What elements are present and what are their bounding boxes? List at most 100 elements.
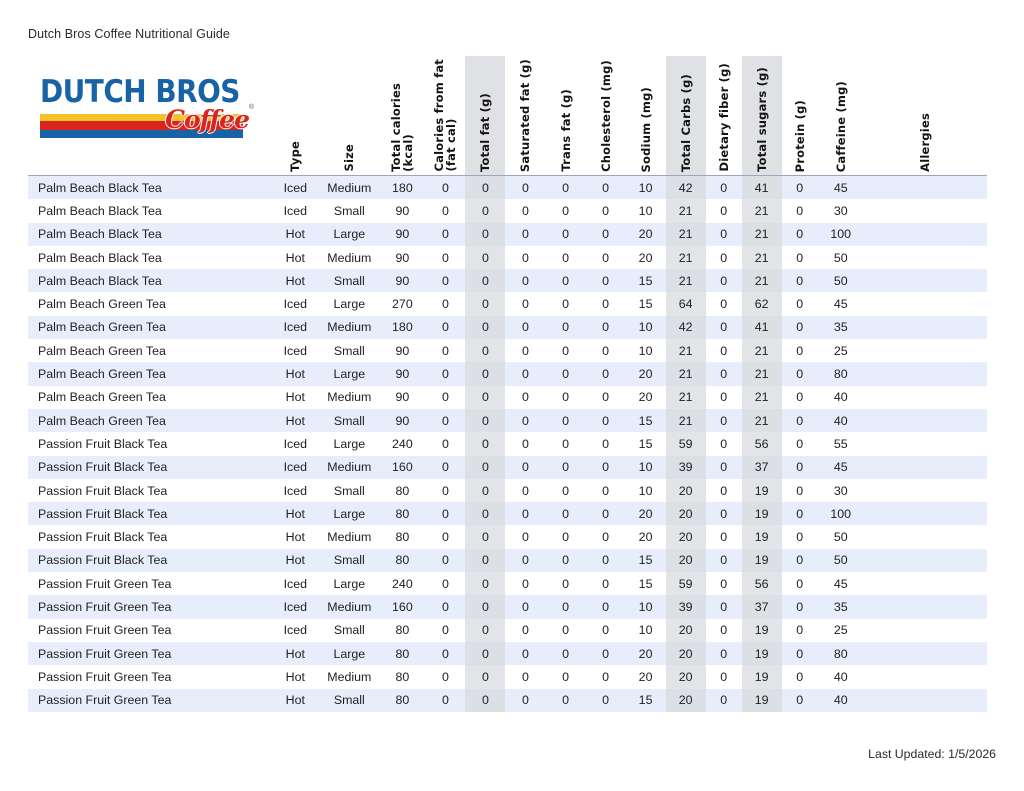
column-header-calories[interactable]: Total calories (kcal)	[379, 56, 426, 176]
cell-calories: 80	[379, 478, 426, 503]
column-header-total_fat[interactable]: Total fat (g)	[465, 56, 506, 176]
column-header-label: Type	[288, 141, 303, 172]
cell-total_sugars: 56	[741, 572, 782, 596]
cell-type: Iced	[271, 175, 320, 200]
last-updated-label: Last Updated: 1/5/2026	[868, 747, 996, 761]
cell-sat_fat: 0	[505, 502, 546, 526]
table-row[interactable]: Palm Beach Green Tea Iced Medium 180 0 0 0 0 0 10…	[28, 315, 987, 340]
cell-protein: 0	[781, 292, 818, 316]
cell-trans_fat: 0	[545, 455, 586, 479]
cell-type: Iced	[271, 595, 320, 619]
cell-total_carbs: 20	[665, 688, 706, 712]
cell-item: Palm Beach Green Tea	[28, 315, 272, 340]
column-header-type[interactable]: Type	[271, 56, 320, 176]
cell-total_sugars: 19	[741, 548, 782, 573]
cell-total_sugars: 21	[741, 222, 782, 246]
table-row[interactable]: Passion Fruit Black Tea Hot Small 80 0 0 0 0 0 15…	[28, 548, 987, 573]
table-row[interactable]: Passion Fruit Black Tea Hot Medium 80 0 0 0 0 0 2…	[28, 525, 987, 549]
column-header-fiber[interactable]: Dietary fiber (g)	[705, 56, 742, 176]
cell-total_fat: 0	[465, 339, 506, 363]
cell-cholesterol: 0	[585, 432, 626, 456]
cell-item: Passion Fruit Green Tea	[28, 688, 272, 712]
cell-total_sugars: 21	[741, 362, 782, 386]
cell-trans_fat: 0	[545, 548, 586, 573]
column-header-total_carbs[interactable]: Total Carbs (g)	[665, 56, 706, 176]
cell-fiber: 0	[705, 432, 742, 456]
column-header-cholesterol[interactable]: Cholesterol (mg)	[585, 56, 626, 176]
cell-caffeine: 100	[817, 502, 864, 526]
cell-cal_from_fat: 0	[425, 222, 466, 246]
cell-cholesterol: 0	[585, 339, 626, 363]
cell-protein: 0	[781, 385, 818, 409]
column-header-allergies[interactable]: Allergies	[863, 56, 987, 176]
column-header-size[interactable]: Size	[319, 56, 380, 176]
table-row[interactable]: Passion Fruit Green Tea Iced Medium 160 0 0 0 0…	[28, 595, 987, 619]
cell-cholesterol: 0	[585, 385, 626, 409]
table-row[interactable]: Passion Fruit Green Tea Hot Medium 80 0 0 0 0 0 2…	[28, 665, 987, 689]
table-row[interactable]: Passion Fruit Green Tea Iced Large 240 0 0 0 0 0…	[28, 572, 987, 596]
column-header-cal_from_fat[interactable]: Calories from fat (fat cal)	[425, 56, 466, 176]
cell-item: Palm Beach Black Tea	[28, 269, 272, 293]
cell-size: Medium	[319, 245, 380, 270]
cell-sodium: 10	[625, 199, 666, 223]
column-header-item[interactable]	[28, 56, 272, 176]
cell-total_sugars: 19	[741, 618, 782, 642]
cell-allergies	[863, 269, 987, 293]
table-row[interactable]: Passion Fruit Green Tea Hot Large 80 0 0 0 0 0 20…	[28, 641, 987, 666]
cell-cal_from_fat: 0	[425, 572, 466, 596]
cell-item: Palm Beach Black Tea	[28, 175, 272, 200]
cell-protein: 0	[781, 548, 818, 573]
page-title: Dutch Bros Coffee Nutritional Guide	[28, 27, 230, 41]
cell-item: Passion Fruit Green Tea	[28, 665, 272, 689]
table-row[interactable]: Passion Fruit Black Tea Iced Medium 160 0 0 0 0…	[28, 455, 987, 479]
table-row[interactable]: Palm Beach Green Tea Iced Large 270 0 0 0 0 0 15 6…	[28, 292, 987, 316]
cell-sodium: 20	[625, 245, 666, 270]
cell-calories: 80	[379, 688, 426, 712]
table-row[interactable]: Palm Beach Green Tea Hot Medium 90 0 0 0 0 0 20 21…	[28, 385, 987, 409]
cell-total_fat: 0	[465, 455, 506, 479]
column-header-sodium[interactable]: Sodium (mg)	[625, 56, 666, 176]
cell-sodium: 10	[625, 175, 666, 200]
cell-fiber: 0	[705, 618, 742, 642]
cell-calories: 180	[379, 175, 426, 200]
cell-total_carbs: 59	[665, 432, 706, 456]
cell-type: Hot	[271, 525, 320, 549]
table-row[interactable]: Palm Beach Green Tea Hot Large 90 0 0 0 0 0 20 21 0…	[28, 362, 987, 386]
cell-sodium: 10	[625, 455, 666, 479]
cell-sat_fat: 0	[505, 478, 546, 503]
cell-allergies	[863, 292, 987, 316]
cell-trans_fat: 0	[545, 222, 586, 246]
cell-type: Iced	[271, 432, 320, 456]
cell-protein: 0	[781, 175, 818, 200]
table-row[interactable]: Palm Beach Green Tea Hot Small 90 0 0 0 0 0 15 21 0…	[28, 408, 987, 433]
column-header-trans_fat[interactable]: Trans fat (g)	[545, 56, 586, 176]
column-header-sat_fat[interactable]: Saturated fat (g)	[505, 56, 546, 176]
cell-total_sugars: 62	[741, 292, 782, 316]
table-row[interactable]: Passion Fruit Black Tea Iced Large 240 0 0 0 0 0…	[28, 432, 987, 456]
table-row[interactable]: Passion Fruit Green Tea Iced Small 80 0 0 0 0 0 1…	[28, 618, 987, 642]
cell-total_carbs: 20	[665, 525, 706, 549]
cell-item: Palm Beach Green Tea	[28, 339, 272, 363]
table-row[interactable]: Palm Beach Green Tea Iced Small 90 0 0 0 0 0 10 21…	[28, 339, 987, 363]
cell-total_carbs: 21	[665, 269, 706, 293]
table-row[interactable]: Passion Fruit Black Tea Iced Small 80 0 0 0 0 0 1…	[28, 478, 987, 503]
cell-sodium: 20	[625, 362, 666, 386]
table-row[interactable]: Palm Beach Black Tea Iced Small 90 0 0 0 0 0 10 21…	[28, 199, 987, 223]
cell-size: Large	[319, 432, 380, 456]
table-row[interactable]: Passion Fruit Green Tea Hot Small 80 0 0 0 0 0 15…	[28, 688, 987, 712]
cell-size: Small	[319, 478, 380, 503]
column-header-label: Caffeine (mg)	[833, 80, 848, 172]
column-header-caffeine[interactable]: Caffeine (mg)	[817, 56, 864, 176]
cell-total_carbs: 20	[665, 548, 706, 573]
cell-total_fat: 0	[465, 315, 506, 340]
cell-cholesterol: 0	[585, 245, 626, 270]
cell-total_fat: 0	[465, 595, 506, 619]
table-row[interactable]: Palm Beach Black Tea Iced Medium 180 0 0 0 0 0 10…	[28, 175, 987, 200]
table-row[interactable]: Palm Beach Black Tea Hot Large 90 0 0 0 0 0 20 21 0…	[28, 222, 987, 246]
column-header-total_sugars[interactable]: Total sugars (g)	[741, 56, 782, 176]
column-header-protein[interactable]: Protein (g)	[781, 56, 818, 176]
table-row[interactable]: Palm Beach Black Tea Hot Medium 90 0 0 0 0 0 20 21…	[28, 245, 987, 270]
table-row[interactable]: Palm Beach Black Tea Hot Small 90 0 0 0 0 0 15 21 0…	[28, 269, 987, 293]
table-row[interactable]: Passion Fruit Black Tea Hot Large 80 0 0 0 0 0 20…	[28, 502, 987, 526]
cell-item: Passion Fruit Black Tea	[28, 432, 272, 456]
